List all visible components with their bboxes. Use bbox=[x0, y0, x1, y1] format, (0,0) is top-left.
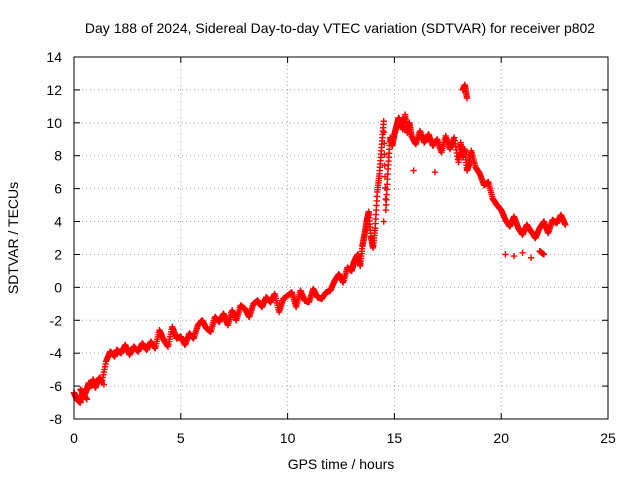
data-point bbox=[380, 129, 388, 136]
y-tick-label: 2 bbox=[54, 246, 62, 262]
data-point bbox=[363, 226, 370, 233]
chart-title: Day 188 of 2024, Sidereal Day-to-day VTE… bbox=[85, 20, 595, 36]
y-tick-label: 14 bbox=[46, 49, 62, 65]
data-point bbox=[381, 151, 388, 158]
data-point bbox=[540, 251, 548, 258]
x-tick-label: 25 bbox=[600, 430, 616, 446]
x-tick-label: 20 bbox=[493, 430, 509, 446]
data-point bbox=[519, 249, 526, 257]
y-tick-label: -6 bbox=[50, 378, 63, 394]
y-tick-label: -4 bbox=[50, 345, 63, 361]
data-point bbox=[100, 381, 108, 388]
data-point bbox=[410, 167, 417, 174]
plot-frame bbox=[73, 56, 609, 420]
x-axis-label: GPS time / hours bbox=[288, 456, 395, 472]
data-point bbox=[463, 94, 471, 102]
y-tick-label: 6 bbox=[54, 181, 62, 197]
x-tick-label: 5 bbox=[177, 430, 185, 446]
data-point bbox=[562, 221, 569, 229]
x-tick-label: 10 bbox=[280, 430, 296, 446]
x-tick-label: 15 bbox=[387, 430, 403, 446]
y-tick-label: 8 bbox=[54, 148, 62, 164]
y-tick-label: 10 bbox=[46, 115, 62, 131]
data-point bbox=[380, 117, 387, 125]
axis-ticks: 0 5 10 15 20 25 -8 -6 -4 -2 0 2 4 6 8 10 12 14 bbox=[46, 49, 616, 446]
data-point bbox=[382, 195, 389, 203]
data-point bbox=[82, 394, 90, 402]
data-point bbox=[83, 396, 91, 403]
y-tick-label: 12 bbox=[46, 82, 62, 98]
x-tick-label: 0 bbox=[70, 430, 78, 446]
gridlines bbox=[74, 57, 608, 419]
y-tick-label: -2 bbox=[50, 312, 63, 328]
data-point bbox=[527, 254, 535, 261]
y-tick-label: 4 bbox=[54, 214, 62, 230]
y-axis-label: SDTVAR / TECUs bbox=[5, 182, 21, 294]
data-point bbox=[510, 252, 518, 260]
data-points bbox=[70, 81, 569, 406]
y-tick-label: 0 bbox=[54, 279, 62, 295]
data-point bbox=[381, 140, 388, 147]
y-tick-label: -8 bbox=[50, 411, 63, 427]
data-point bbox=[502, 251, 509, 258]
data-point bbox=[380, 218, 387, 225]
data-point bbox=[431, 168, 439, 176]
